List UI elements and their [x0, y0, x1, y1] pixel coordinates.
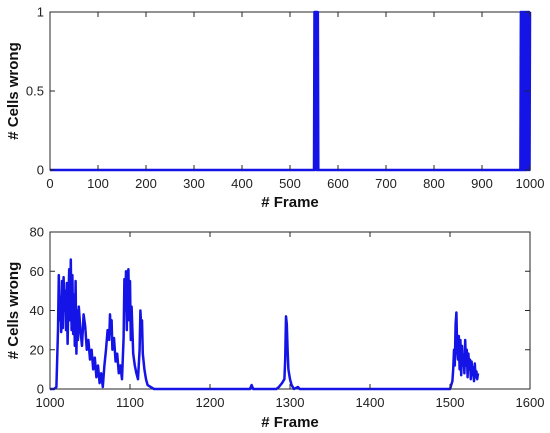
x-tick-label: 1400 [356, 395, 385, 410]
x-tick-label: 0 [46, 176, 53, 191]
x-tick-label: 500 [279, 176, 301, 191]
x-tick-label: 200 [135, 176, 157, 191]
plot-area [49, 11, 531, 171]
series-line-1 [50, 258, 480, 391]
x-tick-label: 1000 [516, 176, 545, 191]
x-tick-label: 1200 [196, 395, 225, 410]
y-tick-label: 0.5 [26, 84, 44, 99]
y-tick-label: 80 [30, 225, 44, 240]
x-tick-label: 100 [87, 176, 109, 191]
y-tick-label: 0 [37, 163, 44, 178]
x-axis-label: # Frame [261, 194, 319, 211]
y-tick-label: 60 [30, 264, 44, 279]
y-tick-label: 20 [30, 342, 44, 357]
x-tick-label: 400 [231, 176, 253, 191]
chart-1: 0 100 200 300 400 500 600 700 800 900 1000 0 0.5 1 # F… [5, 5, 544, 212]
y-tick-label: 40 [30, 303, 44, 318]
x-tick-label: 1500 [436, 395, 465, 410]
y-tick-label: 1 [37, 5, 44, 20]
x-tick-label: 800 [423, 176, 445, 191]
y-tick-label: 0 [37, 382, 44, 397]
y-axis-label: # Cells wrong [5, 262, 22, 360]
chart-2: 1000 1100 1200 1300 1400 1500 1600 0 20 40 60 80 # F… [5, 225, 544, 432]
x-tick-label: 1100 [116, 395, 144, 410]
x-tick-label: 600 [327, 176, 349, 191]
x-tick-label: 1600 [516, 395, 545, 410]
x-tick-label: 1000 [36, 395, 65, 410]
x-axis-label: # Frame [261, 414, 319, 431]
y-axis-label: # Cells wrong [5, 42, 22, 140]
x-tick-label: 900 [471, 176, 493, 191]
x-tick-label: 300 [183, 176, 205, 191]
x-tick-label: 700 [375, 176, 397, 191]
series-line-1 [50, 10, 532, 172]
x-tick-label: 1300 [276, 395, 305, 410]
